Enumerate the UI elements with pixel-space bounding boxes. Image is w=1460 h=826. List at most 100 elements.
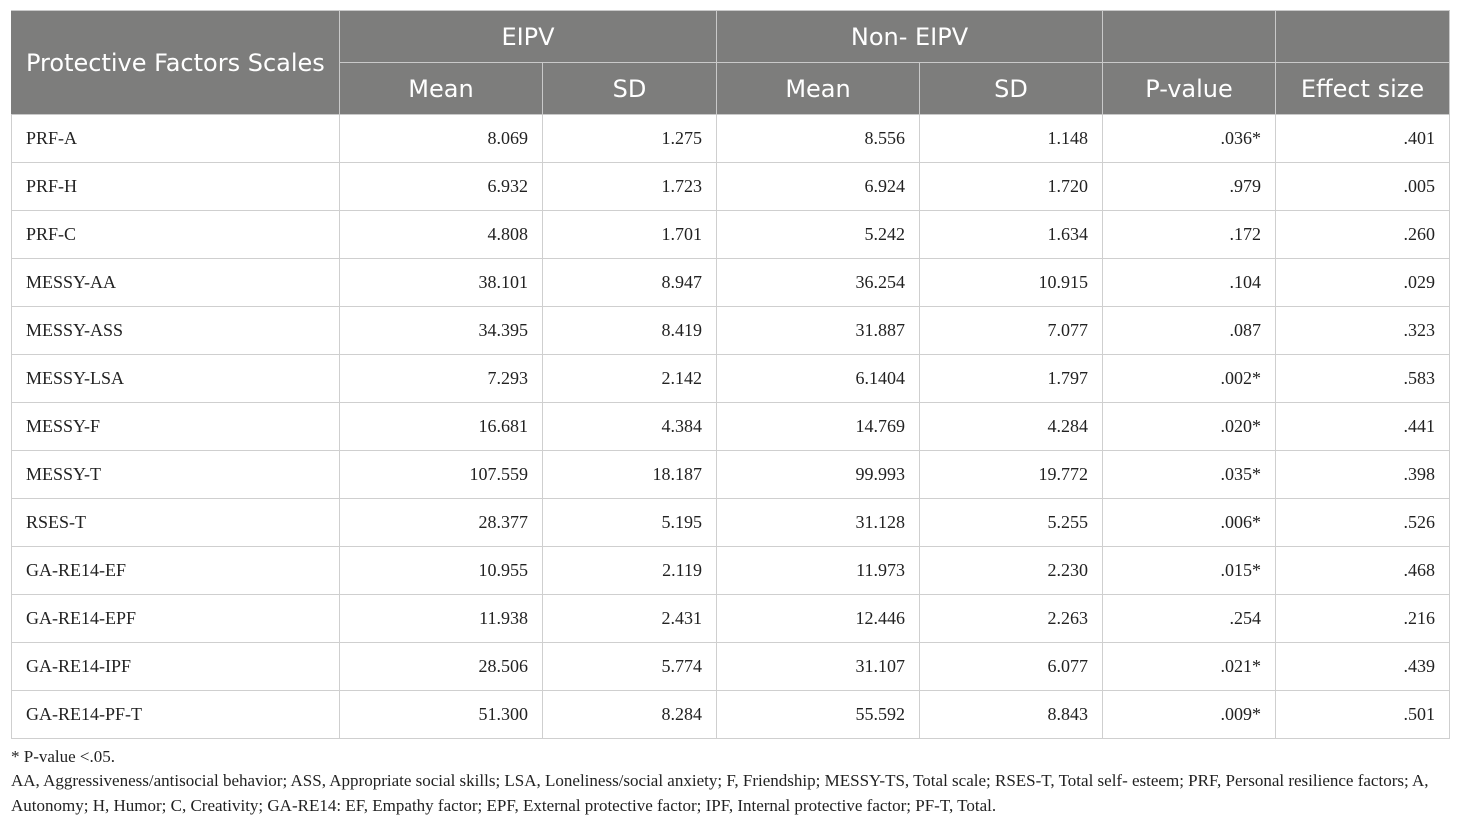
cell-eipv-sd: 4.384 <box>541 402 718 451</box>
cell-p-value: .009* <box>1102 690 1277 739</box>
cell-non-eipv-sd: 1.634 <box>919 210 1104 259</box>
cell-eipv-sd: 2.142 <box>541 354 718 403</box>
cell-eipv-mean: 28.377 <box>339 498 543 547</box>
group-header-empty-p <box>1102 10 1277 63</box>
cell-scale: PRF-C <box>11 210 340 259</box>
col-header-non-eipv-mean: Mean <box>716 62 921 115</box>
cell-scale: GA-RE14-IPF <box>11 642 340 691</box>
results-table-container: Protective Factors Scales EIPV Non- EIPV… <box>11 10 1451 739</box>
cell-scale: MESSY-ASS <box>11 306 340 355</box>
cell-p-value: .036* <box>1102 114 1277 163</box>
cell-effect-size: .439 <box>1275 642 1451 691</box>
cell-effect-size: .005 <box>1275 162 1451 211</box>
cell-non-eipv-sd: 19.772 <box>919 450 1104 499</box>
cell-eipv-sd: 5.774 <box>541 642 718 691</box>
cell-non-eipv-mean: 11.973 <box>716 546 921 595</box>
cell-eipv-mean: 10.955 <box>339 546 543 595</box>
cell-scale: MESSY-LSA <box>11 354 340 403</box>
cell-p-value: .087 <box>1102 306 1277 355</box>
cell-eipv-mean: 107.559 <box>339 450 543 499</box>
footnote-abbreviations: AA, Aggressiveness/antisocial behavior; … <box>11 771 1429 815</box>
cell-non-eipv-mean: 14.769 <box>716 402 921 451</box>
table-row: MESSY-T 107.559 18.187 99.993 19.772.035* .39… <box>11 450 1451 499</box>
cell-scale: PRF-H <box>11 162 340 211</box>
cell-non-eipv-mean: 31.128 <box>716 498 921 547</box>
cell-non-eipv-mean: 12.446 <box>716 594 921 643</box>
table-row: MESSY-ASS 34.395 8.419 31.887 7.077.087.323 <box>11 306 1451 355</box>
col-header-eipv-mean: Mean <box>339 62 543 115</box>
table-header: Protective Factors Scales EIPV Non- EIPV… <box>11 10 1451 115</box>
table-body: PRF-A 8.069 1.275 8.556 1.148.036* .401 PRF-H 6… <box>11 114 1451 739</box>
col-header-effect-size: Effect size <box>1275 62 1451 115</box>
cell-non-eipv-mean: 55.592 <box>716 690 921 739</box>
table-row: PRF-A 8.069 1.275 8.556 1.148.036* .401 <box>11 114 1451 163</box>
cell-eipv-mean: 28.506 <box>339 642 543 691</box>
group-header-non-eipv: Non- EIPV <box>716 10 1104 63</box>
group-header-eipv: EIPV <box>338 10 718 63</box>
cell-non-eipv-mean: 36.254 <box>716 258 921 307</box>
row-header-label: Protective Factors Scales <box>11 10 340 115</box>
cell-effect-size: .398 <box>1275 450 1451 499</box>
cell-scale: MESSY-F <box>11 402 340 451</box>
cell-non-eipv-sd: 4.284 <box>919 402 1104 451</box>
cell-non-eipv-sd: 1.148 <box>919 114 1104 163</box>
cell-p-value: .002* <box>1102 354 1277 403</box>
table-row: GA-RE14-EPF 11.938 2.431 12.446 2.263.254.21… <box>11 594 1451 643</box>
table-row: MESSY-F 16.681 4.384 14.769 4.284.020* .441 <box>11 402 1451 451</box>
cell-eipv-mean: 6.932 <box>339 162 543 211</box>
table-row: GA-RE14-PF-T 51.300 8.284 55.592 8.843.009*.… <box>11 690 1451 739</box>
cell-p-value: .020* <box>1102 402 1277 451</box>
cell-non-eipv-mean: 5.242 <box>716 210 921 259</box>
table-row: GA-RE14-IPF 28.506 5.774 31.107 6.077.021* .4… <box>11 642 1451 691</box>
cell-non-eipv-mean: 6.924 <box>716 162 921 211</box>
table-row: PRF-H 6.932 1.723 6.924 1.720.979.005 <box>11 162 1451 211</box>
cell-non-eipv-sd: 6.077 <box>919 642 1104 691</box>
cell-p-value: .021* <box>1102 642 1277 691</box>
cell-effect-size: .468 <box>1275 546 1451 595</box>
cell-eipv-mean: 16.681 <box>339 402 543 451</box>
cell-eipv-sd: 2.431 <box>541 594 718 643</box>
cell-eipv-sd: 8.284 <box>541 690 718 739</box>
cell-eipv-sd: 8.419 <box>541 306 718 355</box>
cell-effect-size: .216 <box>1275 594 1451 643</box>
cell-eipv-mean: 51.300 <box>339 690 543 739</box>
cell-eipv-mean: 7.293 <box>339 354 543 403</box>
cell-eipv-sd: 1.275 <box>541 114 718 163</box>
cell-scale: MESSY-AA <box>11 258 340 307</box>
cell-effect-size: .441 <box>1275 402 1451 451</box>
cell-non-eipv-mean: 6.1404 <box>716 354 921 403</box>
cell-effect-size: .401 <box>1275 114 1451 163</box>
cell-effect-size: .029 <box>1275 258 1451 307</box>
cell-p-value: .172 <box>1102 210 1277 259</box>
cell-scale: GA-RE14-EF <box>11 546 340 595</box>
table-row: PRF-C 4.808 1.701 5.242 1.634.172.260 <box>11 210 1451 259</box>
cell-non-eipv-mean: 31.887 <box>716 306 921 355</box>
cell-non-eipv-sd: 10.915 <box>919 258 1104 307</box>
cell-effect-size: .583 <box>1275 354 1451 403</box>
cell-non-eipv-sd: 8.843 <box>919 690 1104 739</box>
cell-eipv-sd: 8.947 <box>541 258 718 307</box>
table-row: GA-RE14-EF 10.955 2.119 11.973 2.230.015* .46… <box>11 546 1451 595</box>
col-header-non-eipv-sd: SD <box>919 62 1104 115</box>
cell-p-value: .979 <box>1102 162 1277 211</box>
cell-non-eipv-sd: 2.263 <box>919 594 1104 643</box>
cell-non-eipv-sd: 7.077 <box>919 306 1104 355</box>
cell-eipv-mean: 4.808 <box>339 210 543 259</box>
cell-p-value: .015* <box>1102 546 1277 595</box>
cell-eipv-sd: 1.723 <box>541 162 718 211</box>
protective-factors-table: Protective Factors Scales EIPV Non- EIPV… <box>11 10 1451 739</box>
cell-p-value: .035* <box>1102 450 1277 499</box>
header-row-groups: Protective Factors Scales EIPV Non- EIPV <box>11 10 1451 115</box>
cell-eipv-sd: 2.119 <box>541 546 718 595</box>
table-row: MESSY-AA 38.101 8.947 36.254 10.915.104.029 <box>11 258 1451 307</box>
cell-non-eipv-mean: 31.107 <box>716 642 921 691</box>
cell-scale: MESSY-T <box>11 450 340 499</box>
cell-eipv-sd: 1.701 <box>541 210 718 259</box>
cell-p-value: .254 <box>1102 594 1277 643</box>
cell-non-eipv-sd: 2.230 <box>919 546 1104 595</box>
cell-non-eipv-mean: 99.993 <box>716 450 921 499</box>
footnote-significance: * P-value <.05. <box>11 747 116 766</box>
cell-non-eipv-sd: 1.797 <box>919 354 1104 403</box>
header-row-columns: Mean SD Mean SD P-value Effect size <box>12 62 1451 115</box>
cell-effect-size: .260 <box>1275 210 1451 259</box>
